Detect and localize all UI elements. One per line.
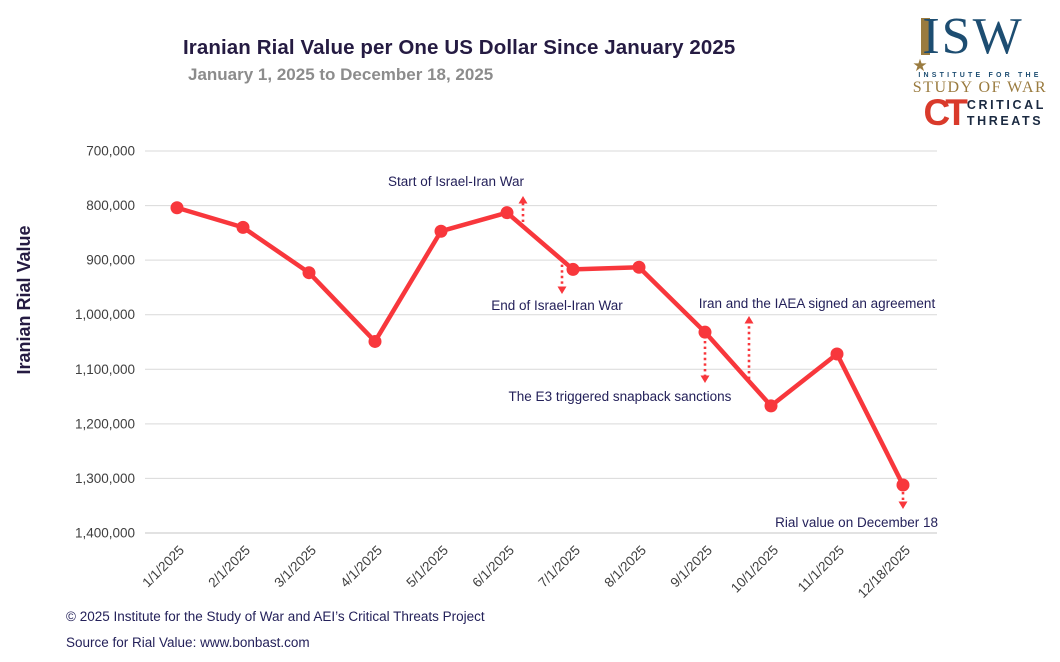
ct-name: CRITICAL THREATS [967,97,1046,129]
ct-name-bottom: THREATS [966,114,1044,128]
annotation-arrowhead-icon [700,375,710,383]
y-tick-label: 1,100,000 [75,362,135,377]
annotation-arrowhead-icon [744,316,754,324]
x-tick-label: 6/1/2025 [469,543,517,591]
ct-name-top: CRITICAL [966,98,1046,112]
y-tick-label: 1,400,000 [75,526,135,541]
x-tick-label: 8/1/2025 [601,543,649,591]
isw-tagline-top: INSTITUTE FOR THE [918,72,1042,79]
data-point-marker [896,478,910,492]
footer-source: Source for Rial Value: www.bonbast.com [66,635,310,650]
data-point-marker [368,334,382,348]
data-point-marker [302,266,316,280]
x-tick-label: 5/1/2025 [403,543,451,591]
annotation-label: End of Israel-Iran War [491,298,623,313]
x-tick-label: 1/1/2025 [139,543,187,591]
x-tick-label: 12/18/2025 [855,543,913,601]
y-tick-label: 1,200,000 [75,416,135,431]
y-tick-label: 800,000 [86,198,135,213]
critical-threats-logo: CT CRITICAL THREATS [923,92,1046,133]
data-point-marker [434,224,448,238]
ct-acronym: CT [923,92,968,133]
x-tick-label: 2/1/2025 [205,543,253,591]
isw-tagline-bottom: STUDY OF WAR [912,79,1048,96]
isw-star-icon: ★ [912,56,928,75]
x-tick-label: 3/1/2025 [271,543,319,591]
y-tick-label: 1,300,000 [75,471,135,486]
annotation-arrowhead-icon [557,286,567,294]
annotation-label: Iran and the IAEA signed an agreement [699,296,936,311]
x-tick-label: 9/1/2025 [667,543,715,591]
data-point-marker [500,206,514,220]
annotation-label: Start of Israel-Iran War [388,174,525,189]
isw-acronym-wrap: ISW ★ [912,8,1024,75]
data-point-marker [170,201,184,215]
x-tick-label: 7/1/2025 [535,543,583,591]
y-tick-label: 900,000 [86,253,135,268]
isw-acronym: ISW [922,8,1024,65]
x-tick-label: 4/1/2025 [337,543,385,591]
data-line [174,205,906,488]
chart-subtitle: January 1, 2025 to December 18, 2025 [188,65,494,84]
x-tick-label: 10/1/2025 [728,543,781,596]
data-point-marker [830,347,844,361]
chart-title: Iranian Rial Value per One US Dollar Sin… [183,36,736,59]
annotation-arrowhead-icon [518,196,528,204]
x-tick-label: 11/1/2025 [795,543,847,595]
y-tick-label: 1,000,000 [75,307,135,322]
isw-logo: ISW ★ INSTITUTE FOR THE STUDY OF WAR [898,8,1048,97]
isw-ribbon-icon [921,18,931,55]
footer-copyright: © 2025 Institute for the Study of War an… [66,609,485,624]
data-point-marker [632,260,646,274]
annotation-arrowhead-icon [898,501,908,509]
data-point-marker [236,220,250,234]
data-point-marker [764,399,778,413]
annotation-label: The E3 triggered snapback sanctions [509,389,732,404]
y-tick-label: 700,000 [86,144,135,159]
data-point-marker [698,325,712,339]
data-point-marker [566,262,580,276]
annotation-label: Rial value on December 18 [775,515,938,530]
